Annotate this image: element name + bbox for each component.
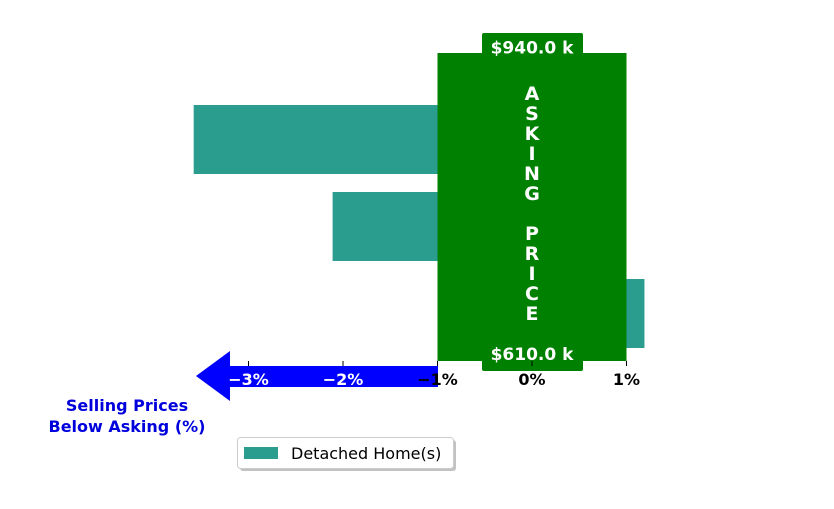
x-axis-label: Selling Prices Below Asking (%) [49,396,206,436]
x-tick-label: 1% [613,370,640,389]
x-axis: −3% −2% −1% 0% 1% Selling Prices Below Asking … [49,351,640,436]
left-arrow-icon [196,351,438,401]
bottom-value-label: $610.0 k [491,345,575,365]
top-value-box [482,33,583,61]
legend-box [237,437,454,469]
legend: Detached Home(s) [237,437,456,471]
x-tick-label: 0% [518,370,545,389]
x-tick-label: −3% [228,370,269,389]
x-tick-label: −1% [417,370,458,389]
legend-label: Detached Home(s) [291,444,441,463]
top-value-label: $940.0 k [491,39,575,59]
legend-swatch [244,447,278,459]
asking-price-band [437,53,627,361]
x-tick-label: −2% [323,370,364,389]
bottom-value-box [482,341,583,371]
